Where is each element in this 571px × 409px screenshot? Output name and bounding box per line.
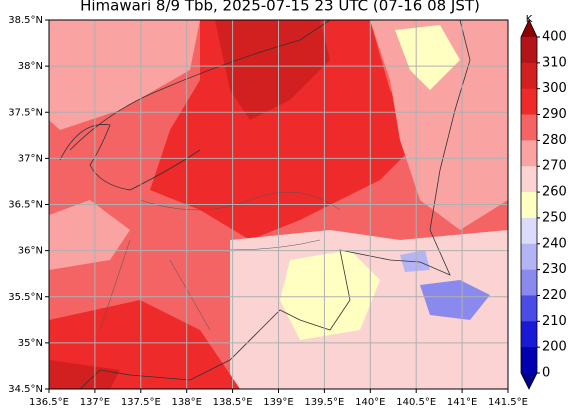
colorbar-segment bbox=[521, 347, 537, 374]
field-patch bbox=[215, 20, 330, 120]
field-patch bbox=[280, 250, 380, 340]
colorbar-segment bbox=[521, 243, 537, 271]
field-patch bbox=[49, 360, 120, 389]
colorbar-tick-label: 220 bbox=[542, 288, 567, 303]
y-tick-label: 34.5°N bbox=[8, 384, 43, 395]
colorbar-tick-label: 210 bbox=[542, 314, 567, 329]
colorbar-segment bbox=[521, 88, 537, 116]
title: Himawari 8/9 Tbb, 2025-07-15 23 UTC (07-… bbox=[80, 0, 480, 15]
x-tick-label: 141°E bbox=[447, 397, 477, 408]
y-tick-label: 35.5°N bbox=[8, 292, 43, 303]
colorbar-segment bbox=[521, 62, 537, 90]
x-tick-label: 136.5°E bbox=[29, 397, 69, 408]
coastline bbox=[79, 20, 471, 389]
field-patch bbox=[150, 20, 420, 240]
field-patch bbox=[49, 20, 200, 130]
field-patch bbox=[370, 20, 508, 230]
colorbar-segment bbox=[521, 192, 537, 219]
colorbar-tick-label: 300 bbox=[542, 81, 567, 96]
colorbar-extend-under bbox=[521, 373, 537, 389]
x-tick-label: 138.5°E bbox=[213, 397, 253, 408]
colorbar-segment bbox=[521, 114, 537, 141]
colorbar-tick-label: 250 bbox=[542, 210, 567, 225]
y-tick-label: 37°N bbox=[18, 153, 43, 164]
colorbar-tick-label: 240 bbox=[542, 236, 567, 251]
colorbar-tick-label: 200 bbox=[542, 340, 567, 355]
x-tick-label: 140°E bbox=[355, 397, 385, 408]
field-patch bbox=[400, 250, 430, 272]
field-patch bbox=[420, 280, 490, 320]
colorbar-segment bbox=[521, 166, 537, 193]
colorbar-tick-label: 290 bbox=[542, 107, 567, 122]
colorbar-outline bbox=[520, 19, 538, 390]
x-tick-label: 137°E bbox=[80, 397, 110, 408]
y-tick-label: 36.5°N bbox=[8, 200, 43, 211]
colorbar-segment bbox=[521, 37, 537, 64]
y-tick-label: 36°N bbox=[18, 246, 43, 257]
coastline bbox=[59, 124, 201, 191]
colorbar-segment bbox=[521, 217, 537, 245]
y-tick-label: 35°N bbox=[18, 338, 43, 349]
colorbar-tick-label: 260 bbox=[542, 185, 567, 200]
x-tick-label: 137.5°E bbox=[121, 397, 161, 408]
x-tick-label: 139.5°E bbox=[304, 397, 344, 408]
colorbar-tick-label: 280 bbox=[542, 133, 567, 148]
field-patch bbox=[395, 25, 460, 90]
field-patch bbox=[49, 200, 130, 270]
x-tick-label: 138°E bbox=[171, 397, 201, 408]
x-tick-label: 139°E bbox=[263, 397, 293, 408]
colorbar-segment bbox=[521, 140, 537, 167]
y-tick-label: 38°N bbox=[18, 61, 43, 72]
colorbar-tick-label: 230 bbox=[542, 262, 567, 277]
colorbar-segment bbox=[521, 295, 537, 322]
colorbar-tick-label: 0 bbox=[542, 366, 550, 381]
y-tick-label: 38.5°N bbox=[8, 15, 43, 26]
colorbar-tick-label: 270 bbox=[542, 159, 567, 174]
colorbar-unit: K bbox=[526, 14, 533, 25]
colorbar-tick-label: 400 bbox=[542, 30, 567, 45]
colorbar-segment bbox=[521, 321, 537, 348]
y-tick-label: 37.5°N bbox=[8, 107, 43, 118]
colorbar-segment bbox=[521, 269, 537, 296]
colorbar-extend-over bbox=[521, 20, 537, 37]
prefecture-border bbox=[99, 191, 341, 331]
x-tick-label: 140.5°E bbox=[396, 397, 436, 408]
x-tick-label: 141.5°E bbox=[488, 397, 528, 408]
colorbar-tick-label: 310 bbox=[542, 55, 567, 70]
